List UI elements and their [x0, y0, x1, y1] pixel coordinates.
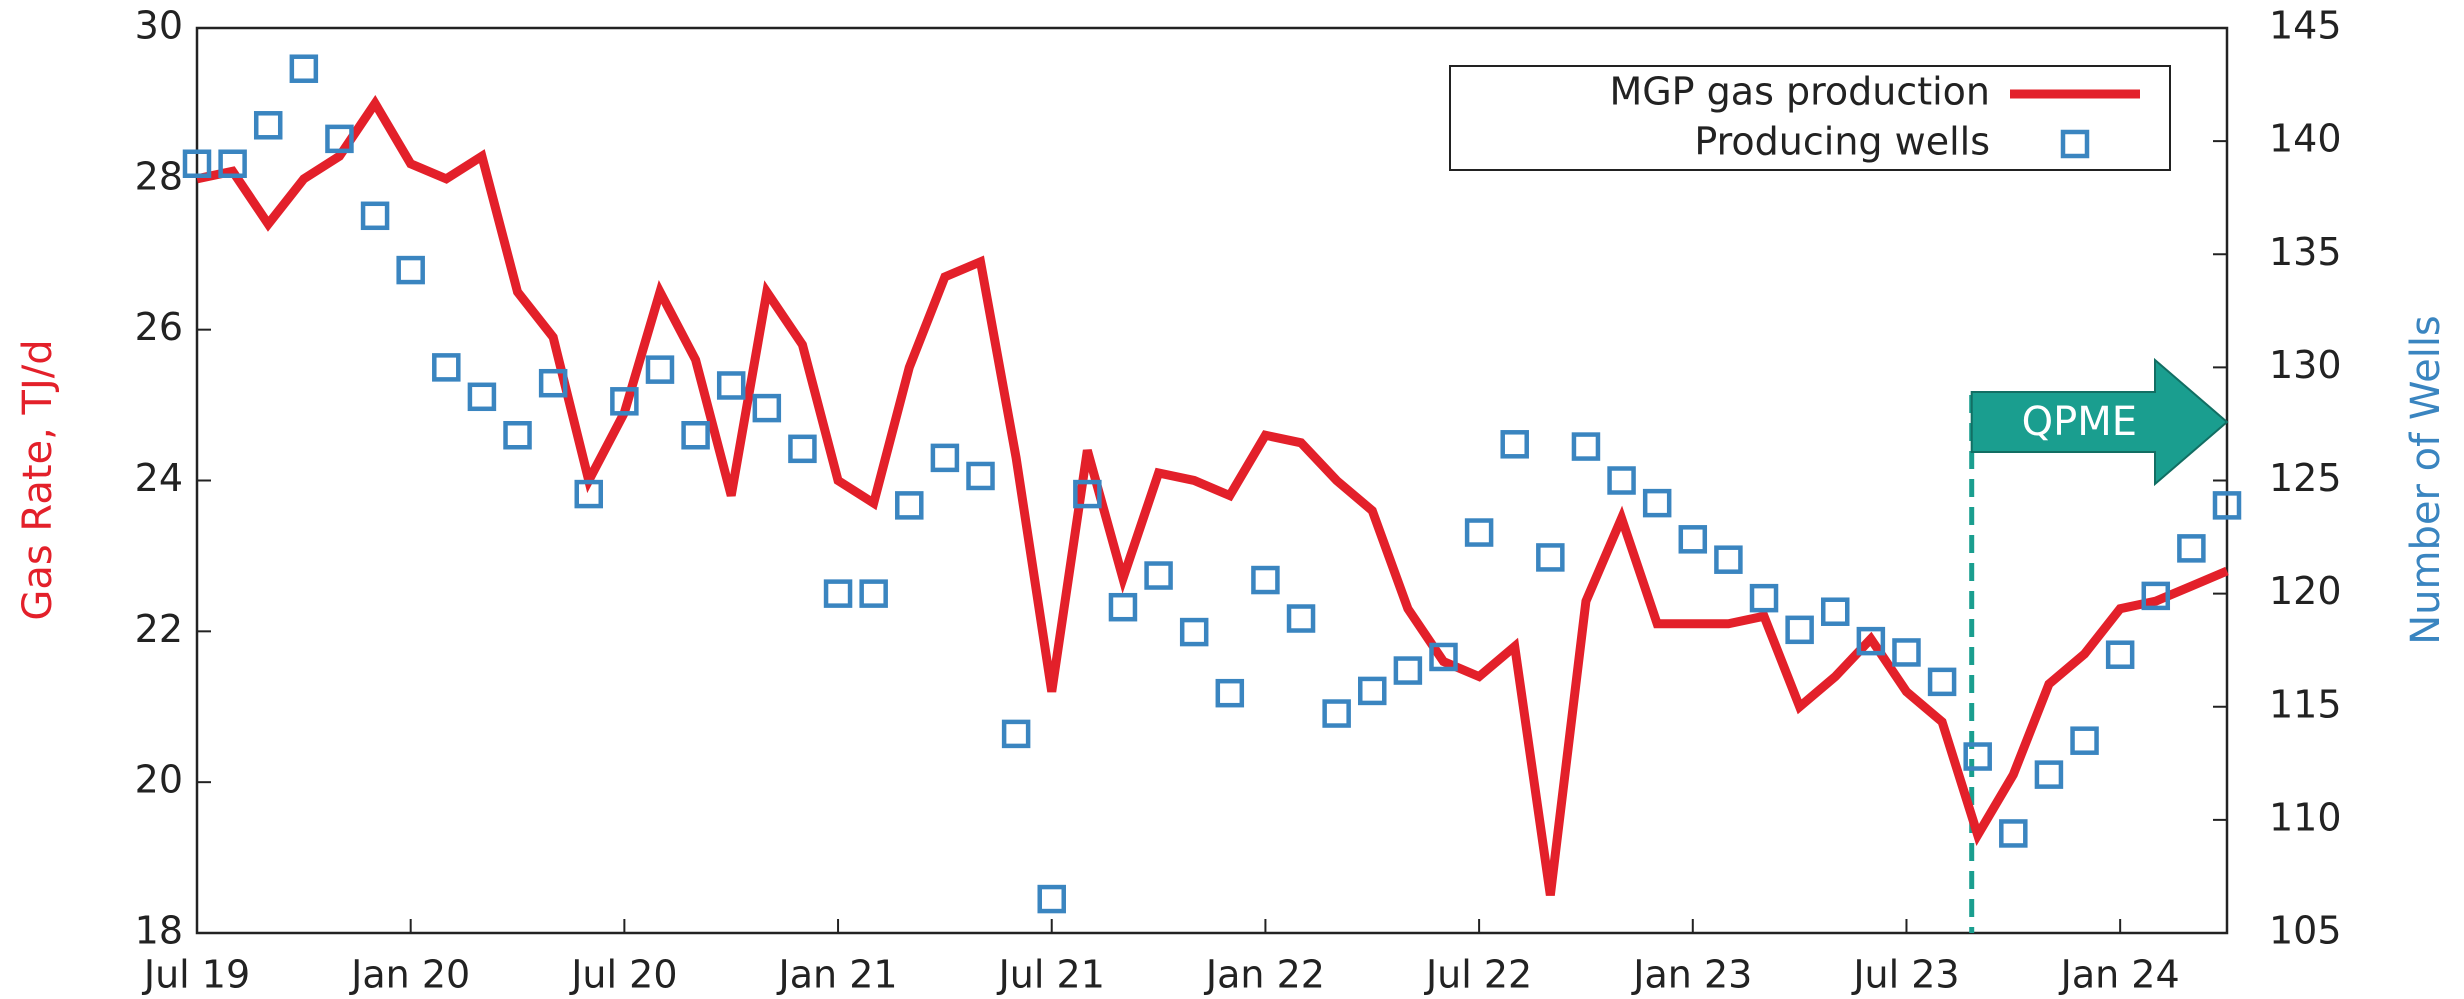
x-tick-label: Jan 22: [1204, 953, 1325, 997]
well-marker: [360, 201, 390, 231]
well-marker: [1820, 597, 1850, 626]
well-marker: [325, 124, 354, 154]
well-marker: [1785, 615, 1814, 645]
y-tick-label: 30: [135, 4, 183, 48]
y2-tick-label: 115: [2269, 682, 2342, 726]
y2-tick-label: 135: [2269, 230, 2342, 274]
y2-tick-label: 145: [2269, 4, 2342, 48]
legend-swatch: [2060, 129, 2090, 159]
y-tick-label: 28: [135, 154, 183, 198]
well-marker: [1464, 518, 1494, 547]
annotation-arrow: [1970, 357, 2229, 487]
well-marker: [681, 421, 710, 450]
x-tick-label: Jul 20: [569, 953, 677, 997]
legend-label: Producing wells: [1694, 120, 1990, 164]
well-marker: [182, 149, 212, 178]
well-marker: [859, 579, 888, 608]
well-marker: [1251, 565, 1280, 595]
well-marker: [966, 461, 995, 491]
well-marker: [2070, 726, 2099, 755]
well-marker: [1999, 819, 2028, 848]
well-marker: [432, 353, 461, 382]
well-marker: [1963, 742, 1992, 771]
legend-label: MGP gas production: [1609, 70, 1990, 114]
well-marker: [930, 443, 960, 473]
well-marker: [574, 479, 604, 509]
y2-tick-label: 120: [2269, 569, 2342, 613]
well-marker: [1642, 488, 1672, 518]
well-marker: [1215, 678, 1245, 708]
y2-tick-label: 125: [2269, 456, 2342, 500]
well-marker: [752, 393, 782, 423]
well-marker: [716, 371, 746, 400]
y-tick-label: 20: [135, 758, 183, 802]
x-tick-label: Jan 23: [1631, 953, 1752, 997]
well-marker: [1358, 676, 1387, 706]
well-marker: [538, 368, 568, 398]
well-marker: [1749, 583, 1779, 613]
well-marker: [2105, 640, 2135, 669]
x-tick-label: Jul 19: [142, 953, 250, 997]
well-marker: [1571, 432, 1601, 461]
well-marker: [823, 579, 853, 608]
y-tick-label: 26: [135, 305, 183, 349]
well-marker: [2034, 760, 2064, 789]
well-marker: [289, 54, 319, 83]
well-marker: [2141, 581, 2171, 611]
well-marker: [218, 149, 247, 178]
y-tick-label: 24: [135, 456, 183, 500]
well-marker: [610, 387, 639, 416]
well-marker: [645, 355, 675, 384]
y-axis-title: Gas Rate, TJ/d: [15, 339, 61, 620]
x-tick-label: Jul 22: [1424, 953, 1532, 997]
well-marker: [503, 421, 532, 450]
well-marker: [1607, 466, 1636, 495]
well-marker: [253, 111, 283, 140]
x-tick-label: Jan 21: [777, 953, 898, 997]
x-tick-label: Jul 23: [1851, 953, 1959, 997]
y2-tick-label: 130: [2269, 343, 2342, 387]
y-tick-label: 22: [135, 607, 183, 651]
y2-tick-label: 140: [2269, 117, 2342, 161]
legend-box: [1449, 65, 2171, 171]
y2-tick-label: 110: [2269, 795, 2342, 839]
y-tick-label: 18: [135, 909, 183, 953]
well-marker: [895, 491, 924, 520]
y2-axis-title: Number of Wells: [2403, 315, 2449, 645]
well-marker: [1001, 719, 1031, 749]
well-marker: [467, 382, 497, 412]
well-marker: [1179, 617, 1209, 647]
well-marker: [1714, 545, 1743, 574]
well-marker: [1322, 699, 1351, 728]
well-marker: [1856, 626, 1886, 656]
well-marker: [1393, 656, 1423, 685]
plot-frame: [195, 26, 2229, 935]
well-marker: [788, 434, 817, 464]
well-marker: [1429, 642, 1458, 672]
well-marker: [1927, 667, 1957, 697]
well-marker: [396, 255, 425, 285]
well-marker: [1144, 561, 1173, 590]
gas-line: [196, 94, 2229, 896]
well-marker: [1536, 543, 1565, 572]
x-tick-label: Jan 20: [349, 953, 470, 997]
well-marker: [2177, 534, 2206, 563]
y2-tick-label: 105: [2269, 909, 2342, 953]
annotation-text: QPME: [2022, 399, 2137, 445]
well-marker: [1073, 479, 1102, 509]
well-marker: [1037, 884, 1066, 914]
well-marker: [1286, 604, 1316, 633]
well-marker: [1678, 525, 1708, 554]
well-marker: [1108, 592, 1138, 622]
well-marker: [2212, 491, 2242, 520]
well-marker: [1892, 638, 1921, 667]
x-tick-label: Jul 21: [997, 953, 1105, 997]
well-marker: [1500, 430, 1529, 459]
x-tick-label: Jan 24: [2059, 953, 2180, 997]
